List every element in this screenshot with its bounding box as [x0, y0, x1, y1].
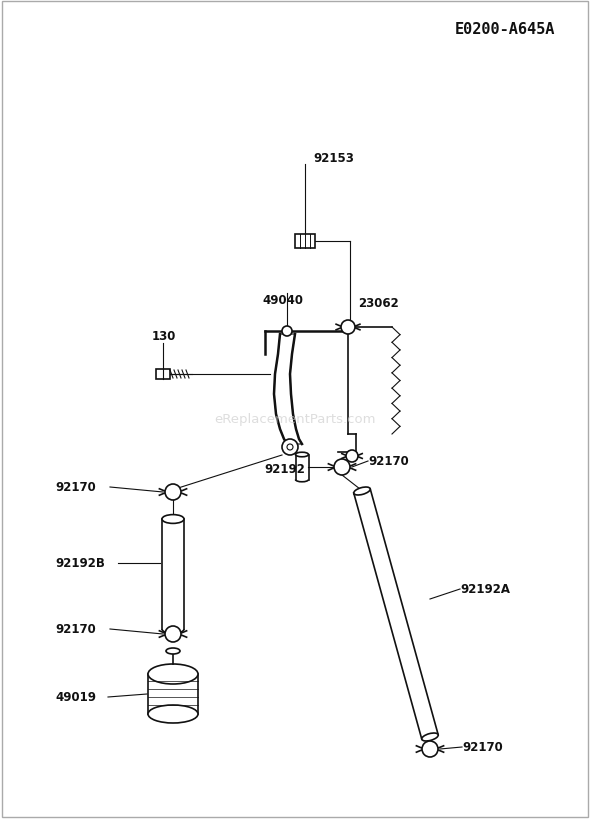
- Circle shape: [422, 741, 438, 757]
- Text: 92192A: 92192A: [460, 583, 510, 595]
- Circle shape: [341, 320, 355, 335]
- Circle shape: [165, 484, 181, 500]
- Text: 49019: 49019: [55, 690, 96, 704]
- Circle shape: [282, 440, 298, 455]
- Text: 92192B: 92192B: [55, 557, 105, 570]
- Bar: [295, 235, 315, 249]
- Ellipse shape: [166, 648, 180, 654]
- Ellipse shape: [148, 705, 198, 723]
- Text: E0200-A645A: E0200-A645A: [455, 22, 555, 37]
- Text: 130: 130: [152, 329, 176, 342]
- Text: 92170: 92170: [462, 740, 503, 753]
- Circle shape: [287, 445, 293, 450]
- Text: 92170: 92170: [55, 481, 96, 494]
- Text: eReplacementParts.com: eReplacementParts.com: [214, 413, 376, 426]
- Ellipse shape: [296, 453, 309, 457]
- Polygon shape: [354, 489, 438, 740]
- Text: 92153: 92153: [313, 152, 354, 165]
- Text: 92192: 92192: [264, 463, 305, 476]
- Ellipse shape: [148, 664, 198, 684]
- Text: 92170: 92170: [368, 455, 409, 468]
- Text: 49040: 49040: [262, 294, 303, 306]
- Circle shape: [282, 327, 292, 337]
- Text: 92170: 92170: [55, 622, 96, 636]
- Ellipse shape: [354, 487, 371, 495]
- Circle shape: [334, 459, 350, 475]
- Circle shape: [165, 627, 181, 642]
- Polygon shape: [274, 335, 302, 445]
- Bar: [156, 369, 170, 379]
- Ellipse shape: [162, 515, 184, 524]
- Text: 23062: 23062: [358, 296, 399, 310]
- Circle shape: [346, 450, 358, 463]
- Ellipse shape: [422, 733, 438, 741]
